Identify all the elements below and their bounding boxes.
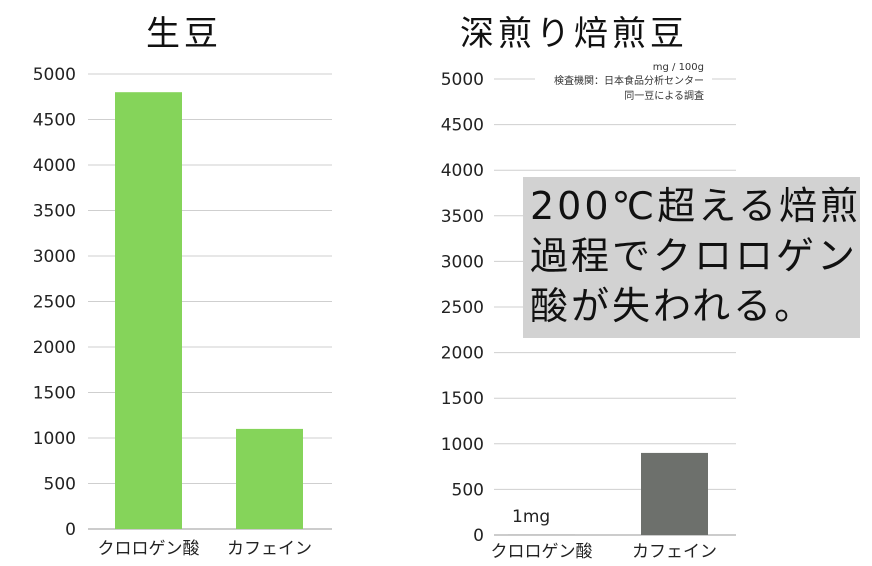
callout-line-2: 過程でクロロゲン (530, 234, 859, 278)
right-y-tick-label: 3500 (441, 207, 484, 227)
right-y-tick-label: 500 (452, 480, 484, 500)
right-y-tick-label: 2000 (441, 344, 484, 364)
right-y-tick-label: 4500 (441, 116, 484, 136)
left-y-tick-label: 4000 (33, 156, 76, 176)
callout-line-3: 酸が失われる。 (530, 284, 816, 328)
right-y-tick-label: 3000 (441, 252, 484, 272)
right-chart-title: 深煎り焙煎豆 (460, 14, 688, 54)
right-annotation-1: mg / 100g (653, 62, 704, 73)
right-y-tick-label: 5000 (441, 70, 484, 90)
left-y-tick-label: 1500 (33, 384, 76, 404)
right-bar-2 (641, 452, 708, 535)
left-bar-1 (115, 92, 182, 529)
left-y-tick-label: 2500 (33, 293, 76, 313)
right-annotation-3: 同一豆による調査 (624, 89, 704, 102)
left-category-label: カフェイン (227, 539, 312, 559)
right-y-tick-label: 4000 (441, 161, 484, 181)
right-y-tick-label: 1500 (441, 389, 484, 409)
callout-line-1: 200℃超える焙煎 (530, 184, 860, 228)
callout-box: 200℃超える焙煎 過程でクロロゲン 酸が失われる。 (523, 177, 860, 338)
left-y-tick-label: 5000 (33, 65, 76, 85)
left-y-tick-label: 2000 (33, 338, 76, 358)
right-category-label: クロロゲン酸 (491, 542, 593, 562)
left-y-tick-label: 0 (65, 520, 76, 540)
left-chart-title: 生豆 (146, 14, 222, 54)
left-category-label: クロロゲン酸 (98, 539, 200, 559)
right-y-tick-label: 2500 (441, 298, 484, 318)
left-y-tick-label: 1000 (33, 429, 76, 449)
left-y-tick-label: 3000 (33, 247, 76, 267)
left-y-tick-label: 4500 (33, 111, 76, 131)
right-y-tick-label: 1000 (441, 435, 484, 455)
right-annotation-2: 検査機関：日本食品分析センター (554, 74, 704, 87)
left-y-tick-label: 500 (44, 475, 76, 495)
right-category-label: カフェイン (632, 542, 717, 562)
left-y-tick-label: 3500 (33, 202, 76, 222)
right-y-tick-label: 0 (473, 526, 484, 546)
right-data-label: 1mg (512, 507, 550, 527)
left-bar-2 (236, 428, 303, 529)
